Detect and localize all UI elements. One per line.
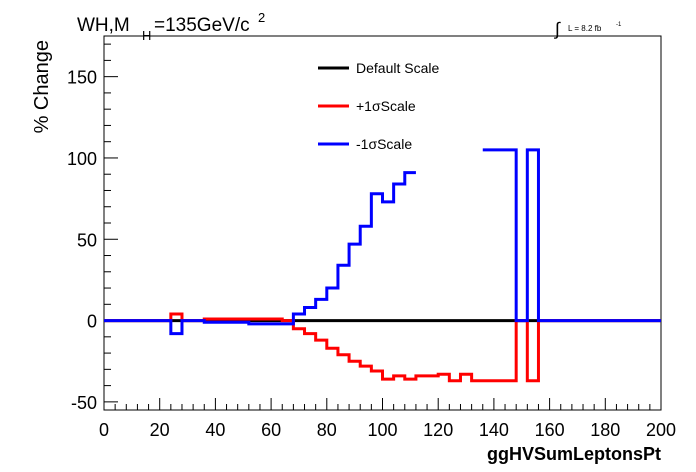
x-tick-label: 160 <box>535 420 565 440</box>
x-tick-label: 100 <box>367 420 397 440</box>
x-tick-label: 80 <box>317 420 337 440</box>
series-line <box>104 312 661 383</box>
legend-label: -1σScale <box>356 136 412 152</box>
y-tick-label: 0 <box>87 312 97 332</box>
legend-label: Default Scale <box>356 60 439 76</box>
y-tick-label: 100 <box>67 149 97 169</box>
x-tick-label: 60 <box>261 420 281 440</box>
title-main: WH,M <box>77 15 130 36</box>
series-line <box>104 148 661 336</box>
series-1 <box>104 312 661 383</box>
y-axis-label: % Change <box>31 40 53 133</box>
x-tick-label: 180 <box>590 420 620 440</box>
plot-frame <box>103 35 662 411</box>
y-tick-label: 50 <box>77 230 97 250</box>
series-2 <box>104 148 661 336</box>
x-axis-label: ggHVSumLeptonsPt <box>487 444 661 464</box>
luminosity-label: ∫ L = 8.2 fb -1 <box>553 19 622 39</box>
lumi-integral-sign: ∫ <box>553 19 561 39</box>
title-superscript: 2 <box>258 10 265 25</box>
series-layer <box>104 148 661 383</box>
x-tick-label: 40 <box>205 420 225 440</box>
legend: Default Scale +1σScale -1σScale <box>318 60 439 152</box>
x-tick-label: 0 <box>99 420 109 440</box>
y-tick-label: -50 <box>71 393 97 413</box>
x-tick-label: 120 <box>423 420 453 440</box>
title-rest: =135GeV/c <box>154 15 250 36</box>
legend-label: +1σScale <box>356 98 416 114</box>
lumi-text: L = 8.2 fb <box>568 24 602 33</box>
x-tick-label: 140 <box>479 420 509 440</box>
title: WH,M H =135GeV/c 2 <box>77 10 265 43</box>
x-tick-label: 20 <box>150 420 170 440</box>
y-tick-label: 150 <box>67 68 97 88</box>
x-tick-label: 200 <box>646 420 676 440</box>
lumi-superscript: -1 <box>616 22 622 28</box>
